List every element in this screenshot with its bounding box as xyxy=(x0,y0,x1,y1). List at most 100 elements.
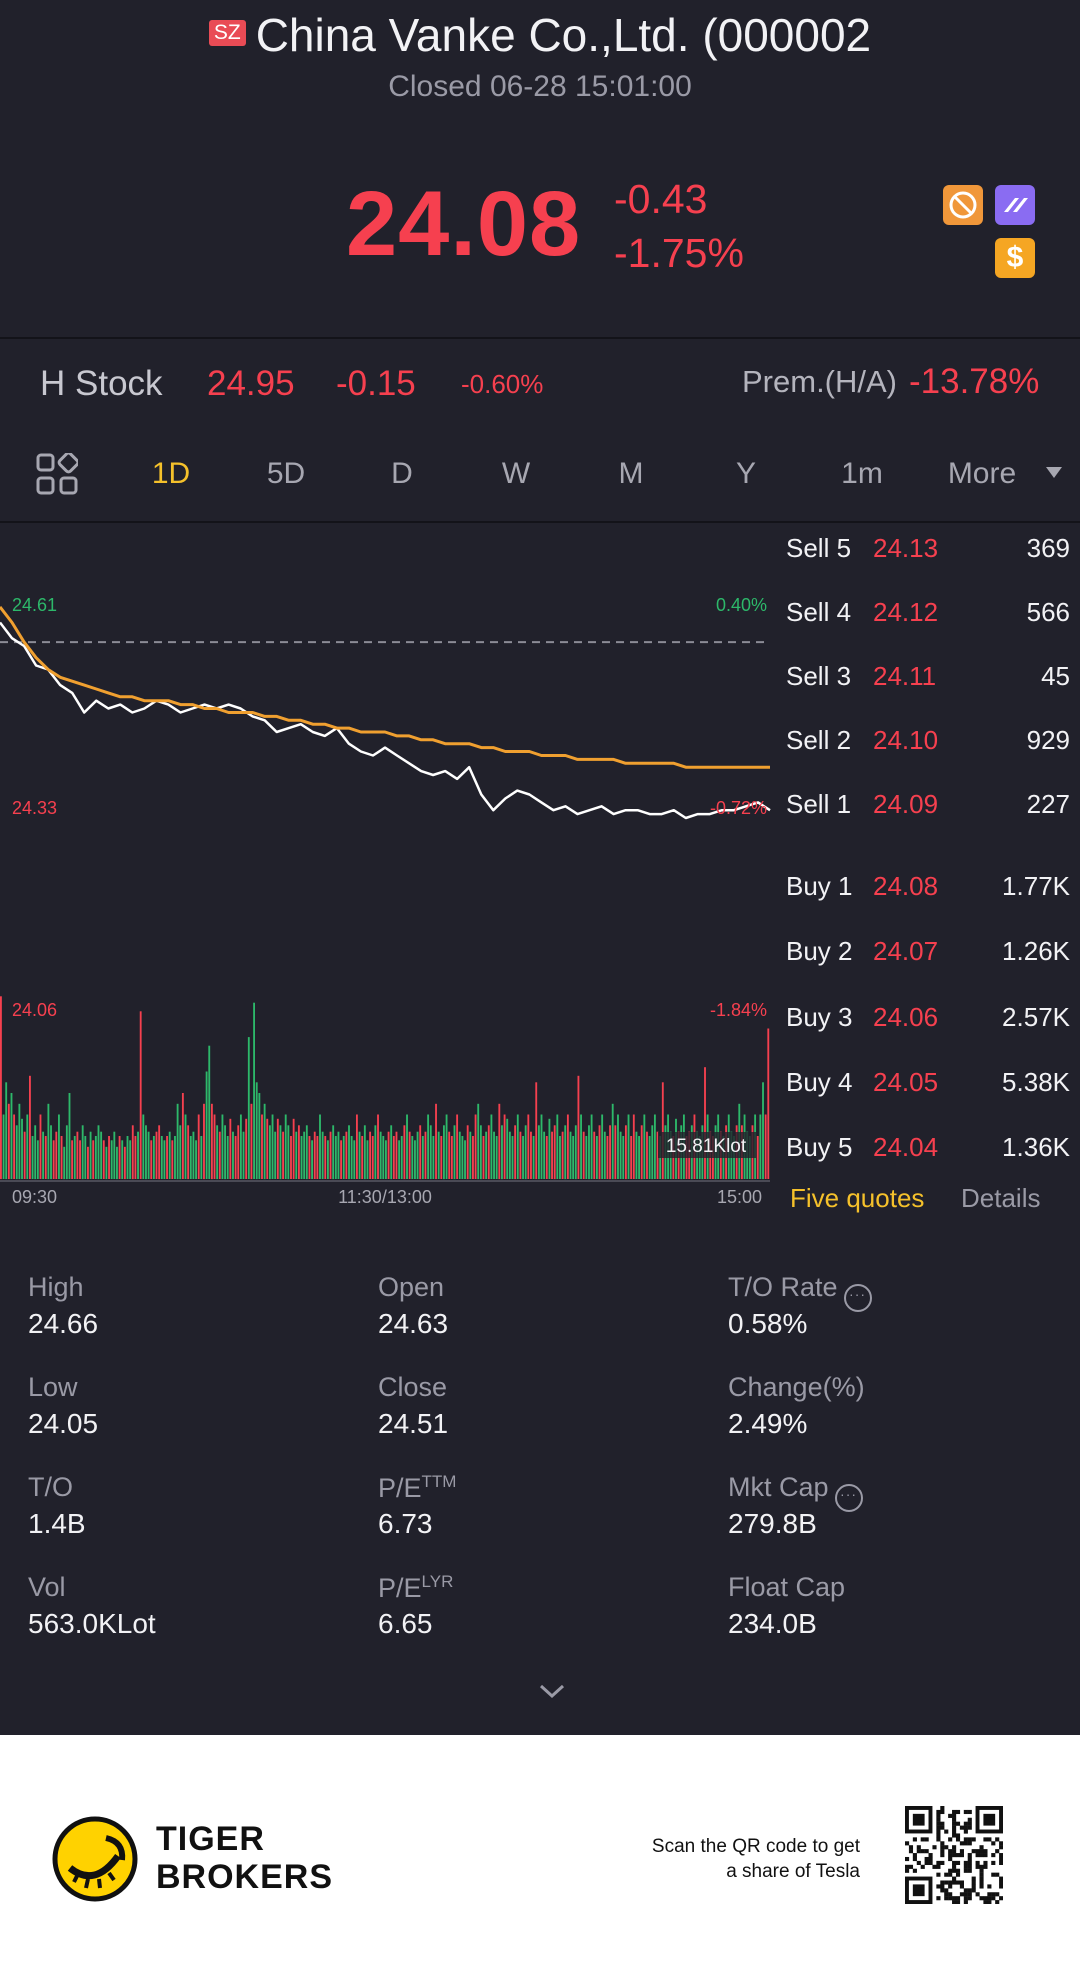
volume-bar xyxy=(553,1125,556,1180)
volume-bar xyxy=(163,1140,166,1179)
volume-bar xyxy=(532,1136,535,1179)
volume-bar xyxy=(387,1131,390,1179)
volume-bar xyxy=(52,1140,55,1179)
volume-bar xyxy=(31,1136,34,1179)
tab-five-quotes[interactable]: Five quotes xyxy=(790,1183,925,1213)
open-value: 24.63 xyxy=(378,1308,449,1339)
h-stock-change-pct: -0.60% xyxy=(461,369,544,399)
volume-bar xyxy=(58,1114,60,1179)
volume-bar xyxy=(242,1131,245,1179)
stock-connect-icon[interactable] xyxy=(995,185,1035,225)
more-info-icon[interactable]: ··· xyxy=(843,1284,872,1312)
tab-1d[interactable]: 1D xyxy=(151,457,191,490)
volume-bar xyxy=(129,1140,132,1179)
volume-bar xyxy=(213,1114,216,1179)
turnover-value: 1.4B xyxy=(28,1508,86,1539)
mkt-cap-label: Mkt Cap ··· xyxy=(728,1472,863,1512)
volume-bar xyxy=(200,1136,203,1179)
high-value: 24.66 xyxy=(28,1308,99,1339)
intraday-chart[interactable]: 24.61 24.33 24.06 0.40% -0.72% -1.84% 15.81Klo… xyxy=(0,523,775,1203)
volume-bar xyxy=(10,1093,13,1179)
volume-bar xyxy=(5,1082,8,1180)
volume-bar xyxy=(648,1136,651,1179)
dollar-icon[interactable]: $ xyxy=(995,238,1035,278)
h-stock-label[interactable]: H Stock xyxy=(40,364,163,403)
market-status: Closed 06-28 15:01:00 xyxy=(388,70,692,103)
volume-bar xyxy=(540,1114,543,1179)
pe-ttm-sup: TTM xyxy=(421,1472,457,1491)
volume-bar xyxy=(522,1136,524,1179)
volume-bar xyxy=(406,1114,408,1179)
volume-bar xyxy=(580,1114,582,1179)
order-level-volume: 5.38K xyxy=(1002,1067,1070,1097)
tab-week[interactable]: W xyxy=(501,457,531,490)
grid-icon[interactable] xyxy=(36,451,80,500)
volume-bar xyxy=(530,1131,532,1179)
volume-bar xyxy=(224,1125,226,1180)
volume-bar xyxy=(263,1103,266,1180)
volume-bar xyxy=(511,1136,514,1179)
volume-bar xyxy=(308,1136,311,1179)
more-info-icon[interactable]: ··· xyxy=(834,1484,863,1512)
volume-bar xyxy=(123,1146,126,1180)
turnover-rate-text: T/O Rate xyxy=(728,1272,838,1302)
no-trading-icon[interactable] xyxy=(943,185,983,225)
order-level-price: 24.13 xyxy=(873,533,939,563)
volume-bar xyxy=(42,1131,45,1179)
volume-bar xyxy=(398,1140,401,1179)
volume-bar xyxy=(210,1103,213,1180)
tab-day[interactable]: D xyxy=(391,457,413,490)
qr-code-icon[interactable] xyxy=(905,1806,1004,1909)
chevron-down-icon[interactable] xyxy=(1046,467,1062,478)
volume-bar xyxy=(266,1118,269,1179)
order-level-volume: 566 xyxy=(1026,597,1070,627)
tab-5d[interactable]: 5D xyxy=(266,457,306,490)
volume-bar xyxy=(208,1045,211,1179)
volume-bar xyxy=(60,1136,63,1179)
volume-bar xyxy=(543,1131,546,1179)
volume-bar xyxy=(274,1131,277,1179)
order-level-label: Buy 4 xyxy=(786,1067,853,1097)
brand-name: TIGER BROKERS xyxy=(156,1820,334,1896)
volume-bar xyxy=(36,1140,39,1179)
order-level-label: Sell 1 xyxy=(786,789,852,819)
tab-1min[interactable]: 1m xyxy=(841,457,883,490)
turnover-rate-label: T/O Rate ··· xyxy=(728,1272,872,1312)
tab-more[interactable]: More xyxy=(947,457,1017,490)
volume-bar xyxy=(350,1136,353,1179)
volume-bar xyxy=(361,1136,364,1179)
volume-bar xyxy=(569,1131,572,1179)
high-label: High xyxy=(28,1272,84,1302)
volume-bar xyxy=(126,1136,129,1179)
volume-bar xyxy=(653,1114,656,1179)
order-level-price: 24.04 xyxy=(873,1132,939,1162)
volume-bar xyxy=(150,1140,153,1179)
tab-details[interactable]: Details xyxy=(961,1183,1041,1213)
order-level-volume: 1.36K xyxy=(1002,1132,1070,1162)
volume-bar xyxy=(585,1136,588,1179)
axis-price-mid: 24.33 xyxy=(12,798,57,818)
volume-bar xyxy=(574,1125,577,1180)
order-level-price: 24.05 xyxy=(873,1067,939,1097)
tab-year[interactable]: Y xyxy=(735,457,756,490)
volume-bar xyxy=(197,1114,200,1179)
volume-bar xyxy=(371,1136,374,1179)
volume-bar xyxy=(756,1136,759,1179)
volume-bar xyxy=(485,1131,488,1179)
expand-chevron-icon[interactable] xyxy=(538,1682,566,1705)
volume-bar xyxy=(63,1146,66,1180)
volume-bar xyxy=(253,1002,255,1179)
volume-bar xyxy=(152,1136,155,1179)
volume-bar xyxy=(176,1103,179,1180)
volume-bar xyxy=(527,1114,530,1179)
premium-value: -13.78% xyxy=(909,362,1040,401)
volume-bar xyxy=(479,1125,482,1180)
volume-bar xyxy=(324,1136,327,1179)
stock-detail-screen: SZ China Vanke Co.,Ltd. (000002 Closed 06… xyxy=(0,0,1080,1735)
tab-month[interactable]: M xyxy=(618,457,644,490)
volume-bar xyxy=(456,1114,459,1179)
volume-bar xyxy=(622,1136,625,1179)
order-level-label: Buy 2 xyxy=(786,936,853,966)
volume-bar xyxy=(572,1136,575,1179)
order-level-label: Sell 3 xyxy=(786,661,852,691)
